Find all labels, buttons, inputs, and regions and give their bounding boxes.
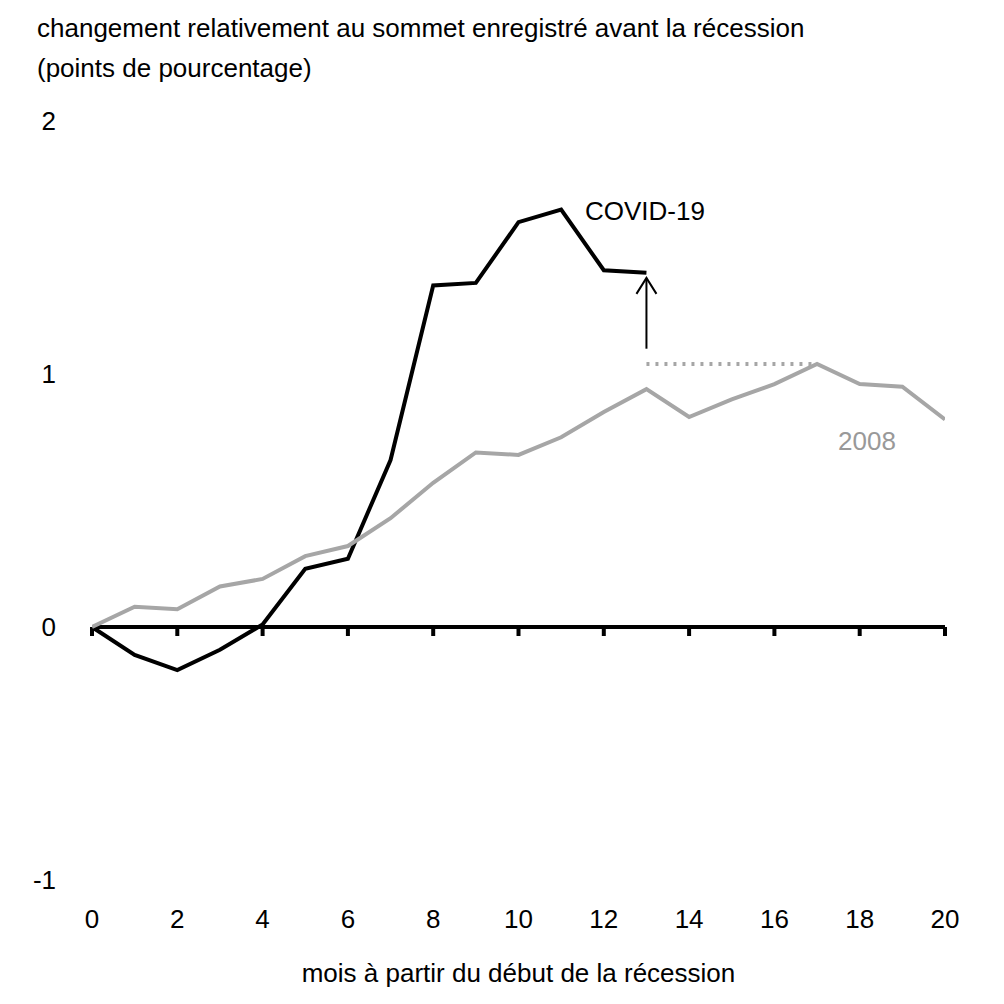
svg-text:18: 18 bbox=[845, 904, 874, 934]
svg-text:-1: -1 bbox=[33, 865, 56, 895]
svg-text:6: 6 bbox=[341, 904, 355, 934]
svg-text:16: 16 bbox=[760, 904, 789, 934]
svg-text:1: 1 bbox=[42, 359, 56, 389]
svg-text:4: 4 bbox=[255, 904, 269, 934]
svg-text:20: 20 bbox=[931, 904, 960, 934]
html-text:COVID-19: COVID-19 bbox=[585, 196, 705, 226]
svg-text:2: 2 bbox=[170, 904, 184, 934]
svg-text:0: 0 bbox=[42, 612, 56, 642]
svg-text:0: 0 bbox=[85, 904, 99, 934]
svg-text:10: 10 bbox=[504, 904, 533, 934]
html-text:mois à partir du début de la r: mois à partir du début de la récession bbox=[301, 958, 736, 988]
svg-text:8: 8 bbox=[426, 904, 440, 934]
html-text:changement relativement au som: changement relativement au sommet enregi… bbox=[37, 13, 805, 83]
html-text:2008: 2008 bbox=[838, 426, 896, 456]
svg-text:2: 2 bbox=[42, 106, 56, 136]
svg-text:14: 14 bbox=[675, 904, 704, 934]
svg-text:12: 12 bbox=[589, 904, 618, 934]
